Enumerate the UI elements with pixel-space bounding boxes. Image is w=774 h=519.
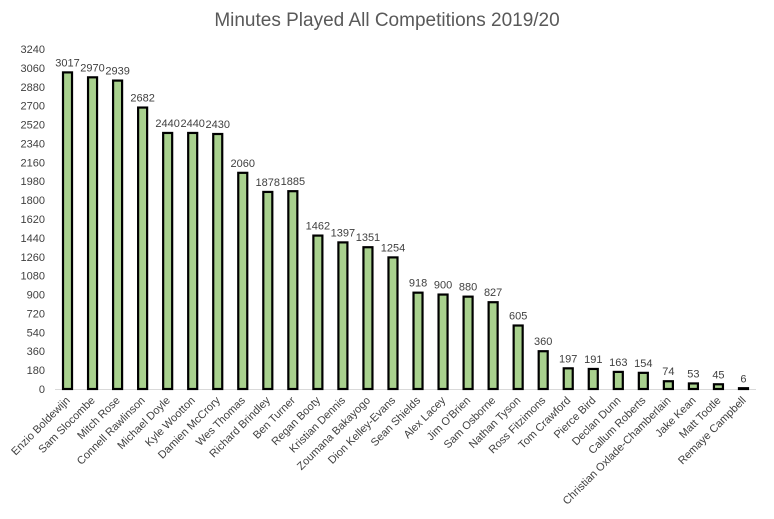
y-tick-label: 2700 bbox=[21, 101, 45, 113]
y-tick-label: 2340 bbox=[21, 138, 45, 150]
data-label: 3017 bbox=[55, 57, 79, 69]
data-label: 880 bbox=[459, 282, 477, 294]
data-label: 197 bbox=[559, 353, 577, 365]
bar bbox=[312, 234, 324, 391]
bar bbox=[737, 387, 750, 391]
bar bbox=[262, 190, 274, 391]
y-tick-label: 180 bbox=[27, 365, 45, 377]
bar bbox=[412, 291, 424, 391]
bar bbox=[287, 190, 299, 391]
bar bbox=[462, 295, 474, 391]
bar bbox=[437, 293, 449, 391]
bar bbox=[61, 71, 74, 391]
y-tick-label: 1980 bbox=[21, 176, 45, 188]
y-tick-label: 3060 bbox=[21, 63, 45, 75]
data-label: 191 bbox=[584, 354, 602, 366]
bar bbox=[237, 171, 249, 391]
y-tick-label: 2520 bbox=[21, 120, 45, 132]
y-tick-label: 900 bbox=[27, 290, 45, 302]
bar bbox=[487, 301, 499, 391]
bar bbox=[162, 131, 174, 391]
data-label: 827 bbox=[484, 287, 502, 299]
bar bbox=[137, 106, 149, 391]
data-label: 2430 bbox=[205, 119, 229, 131]
data-label: 1462 bbox=[306, 221, 330, 233]
data-label: 53 bbox=[687, 368, 699, 380]
bar bbox=[687, 382, 700, 391]
y-tick-label: 360 bbox=[27, 346, 45, 358]
data-label: 605 bbox=[509, 311, 527, 323]
bar bbox=[111, 79, 124, 391]
bar bbox=[362, 246, 374, 391]
y-tick-label: 1440 bbox=[21, 233, 45, 245]
data-label: 2682 bbox=[130, 93, 154, 105]
data-label: 2440 bbox=[155, 118, 179, 130]
y-tick-label: 540 bbox=[27, 327, 45, 339]
data-label: 1351 bbox=[356, 232, 380, 244]
y-tick-label: 1080 bbox=[21, 271, 45, 283]
data-label: 2060 bbox=[231, 158, 255, 170]
data-label: 360 bbox=[534, 336, 552, 348]
data-label: 163 bbox=[609, 357, 627, 369]
data-label: 154 bbox=[634, 358, 652, 370]
data-label: 1885 bbox=[281, 176, 305, 188]
bar bbox=[662, 380, 674, 391]
bar bbox=[537, 350, 549, 391]
y-tick-label: 1620 bbox=[21, 214, 45, 226]
y-tick-label: 720 bbox=[27, 308, 45, 320]
bar bbox=[187, 131, 199, 391]
y-tick-label: 0 bbox=[39, 384, 45, 396]
data-label: 918 bbox=[409, 278, 427, 290]
data-label: 6 bbox=[740, 373, 746, 385]
bar bbox=[612, 370, 624, 391]
data-label: 1397 bbox=[331, 227, 355, 239]
data-label: 900 bbox=[434, 280, 452, 292]
bar bbox=[337, 241, 349, 391]
bar bbox=[212, 132, 224, 391]
y-tick-label: 1260 bbox=[21, 252, 45, 264]
data-label: 45 bbox=[712, 369, 724, 381]
data-label: 2939 bbox=[105, 66, 129, 78]
data-label: 1878 bbox=[256, 177, 280, 189]
data-label: 2970 bbox=[80, 62, 104, 74]
y-tick-label: 3240 bbox=[21, 44, 45, 56]
bar bbox=[587, 367, 599, 391]
chart-title: Minutes Played All Competitions 2019/20 bbox=[214, 10, 560, 31]
data-label: 74 bbox=[662, 366, 674, 378]
bar bbox=[562, 367, 574, 391]
y-tick-label: 2880 bbox=[21, 82, 45, 94]
bar bbox=[387, 256, 399, 391]
y-tick-label: 1800 bbox=[21, 195, 45, 207]
bar bbox=[712, 383, 725, 391]
bar bbox=[637, 371, 649, 391]
y-tick-label: 2160 bbox=[21, 157, 45, 169]
bar bbox=[512, 324, 524, 391]
data-label: 2440 bbox=[180, 118, 204, 130]
bar bbox=[86, 76, 99, 391]
data-label: 1254 bbox=[381, 242, 405, 254]
